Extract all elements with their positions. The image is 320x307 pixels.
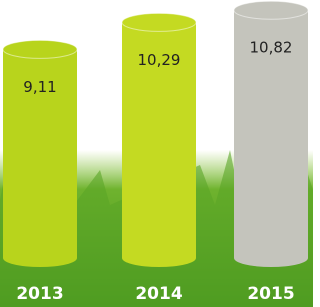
value-label: 10,82 xyxy=(250,39,293,57)
cylinder-top xyxy=(3,40,77,58)
bars: 9,11 2013 10,29 2014 10,82 2015 xyxy=(3,1,308,304)
x-tick-label: 2015 xyxy=(247,284,294,304)
x-tick-label: 2013 xyxy=(16,284,63,304)
chart: 9,11 2013 10,29 2014 10,82 2015 xyxy=(0,0,313,307)
value-label: 10,29 xyxy=(138,51,181,69)
cylinder-top xyxy=(234,1,308,19)
x-tick-label: 2014 xyxy=(135,284,182,304)
cylinder-top xyxy=(122,13,196,31)
value-label: 9,11 xyxy=(23,78,56,96)
